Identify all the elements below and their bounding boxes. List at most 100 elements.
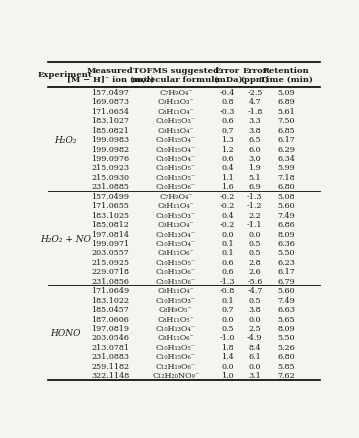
Text: -1.0: -1.0	[220, 334, 235, 342]
Text: Retention
Time (min): Retention Time (min)	[260, 67, 313, 84]
Text: C₉H₁₃O₃⁻: C₉H₁₃O₃⁻	[158, 98, 194, 106]
Text: 6.85: 6.85	[278, 127, 295, 134]
Text: -0.3: -0.3	[220, 108, 235, 116]
Text: 5.85: 5.85	[278, 362, 295, 370]
Text: C₈H₁₁O₅⁻: C₈H₁₁O₅⁻	[157, 315, 194, 323]
Text: -4.7: -4.7	[247, 286, 262, 294]
Text: 0.1: 0.1	[221, 249, 234, 257]
Text: 171.0655: 171.0655	[92, 202, 129, 210]
Text: 0.0: 0.0	[249, 315, 261, 323]
Text: 6.23: 6.23	[277, 258, 295, 266]
Text: 6.36: 6.36	[277, 240, 295, 247]
Text: C₁₂H₁₉O₆⁻: C₁₂H₁₉O₆⁻	[156, 362, 196, 370]
Text: 157.0497: 157.0497	[92, 88, 129, 97]
Text: C₇H₉O₄⁻: C₇H₉O₄⁻	[159, 192, 192, 200]
Text: 6.80: 6.80	[278, 353, 295, 360]
Text: H₂O₂ + NO: H₂O₂ + NO	[40, 234, 91, 243]
Text: C₉H₁₃O₄⁻: C₉H₁₃O₄⁻	[158, 221, 194, 229]
Text: 5.26: 5.26	[278, 343, 295, 351]
Text: 8.09: 8.09	[278, 324, 295, 332]
Text: 2.8: 2.8	[248, 258, 261, 266]
Text: C₁₀H₁₅O₅⁻: C₁₀H₁₅O₅⁻	[156, 258, 196, 266]
Text: 1.0: 1.0	[221, 371, 234, 379]
Text: 199.0983: 199.0983	[91, 136, 130, 144]
Text: -0.2: -0.2	[220, 192, 235, 200]
Text: 0.4: 0.4	[221, 211, 234, 219]
Text: 7.62: 7.62	[278, 371, 295, 379]
Text: 6.0: 6.0	[248, 145, 261, 153]
Text: 5.08: 5.08	[278, 192, 295, 200]
Text: 0.5: 0.5	[249, 249, 261, 257]
Text: 5.50: 5.50	[278, 249, 295, 257]
Text: 1.2: 1.2	[221, 145, 234, 153]
Text: C₁₀H₁₅O₅⁻: C₁₀H₁₅O₅⁻	[156, 173, 196, 181]
Text: 1.6: 1.6	[221, 183, 234, 191]
Text: 185.0821: 185.0821	[92, 127, 129, 134]
Text: 197.0814: 197.0814	[92, 230, 129, 238]
Text: 1.4: 1.4	[221, 353, 234, 360]
Text: -0.2: -0.2	[220, 202, 235, 210]
Text: 7.49: 7.49	[278, 211, 295, 219]
Text: 6.5: 6.5	[248, 136, 261, 144]
Text: 183.1022: 183.1022	[91, 296, 130, 304]
Text: -1.3: -1.3	[247, 192, 263, 200]
Text: 215.0930: 215.0930	[92, 173, 129, 181]
Text: 3.1: 3.1	[248, 371, 261, 379]
Text: 6.29: 6.29	[277, 145, 295, 153]
Text: 5.60: 5.60	[278, 286, 295, 294]
Text: 1.9: 1.9	[248, 164, 261, 172]
Text: 171.0654: 171.0654	[92, 108, 129, 116]
Text: C₁₀H₁₃O₄⁻: C₁₀H₁₃O₄⁻	[156, 230, 196, 238]
Text: 185.0812: 185.0812	[92, 221, 129, 229]
Text: -0.8: -0.8	[220, 286, 235, 294]
Text: -1.3: -1.3	[220, 277, 236, 285]
Text: 1.3: 1.3	[221, 136, 234, 144]
Text: 199.0982: 199.0982	[91, 145, 130, 153]
Text: -4.9: -4.9	[247, 334, 263, 342]
Text: Experiment: Experiment	[38, 71, 93, 79]
Text: 2.6: 2.6	[248, 268, 261, 276]
Text: C₈H₁₁O₄⁻: C₈H₁₁O₄⁻	[158, 108, 194, 116]
Text: -2.5: -2.5	[247, 88, 262, 97]
Text: -0.2: -0.2	[220, 221, 235, 229]
Text: 0.0: 0.0	[249, 230, 261, 238]
Text: 0.6: 0.6	[221, 155, 234, 162]
Text: 7.50: 7.50	[278, 117, 295, 125]
Text: 185.0457: 185.0457	[92, 305, 129, 313]
Text: 6.80: 6.80	[278, 183, 295, 191]
Text: 0.6: 0.6	[221, 258, 234, 266]
Text: 1.8: 1.8	[221, 343, 234, 351]
Text: 3.3: 3.3	[248, 117, 261, 125]
Text: 0.7: 0.7	[222, 127, 234, 134]
Text: 6.9: 6.9	[248, 183, 261, 191]
Text: C₁₀H₁₅O₆⁻: C₁₀H₁₅O₆⁻	[156, 353, 196, 360]
Text: 203.0557: 203.0557	[92, 249, 129, 257]
Text: 187.0606: 187.0606	[92, 315, 129, 323]
Text: C₁₀H₁₅O₃⁻: C₁₀H₁₅O₃⁻	[156, 117, 196, 125]
Text: 2.5: 2.5	[248, 324, 261, 332]
Text: 0.6: 0.6	[221, 268, 234, 276]
Text: 231.0883: 231.0883	[92, 353, 129, 360]
Text: 5.1: 5.1	[248, 173, 261, 181]
Text: -1.2: -1.2	[247, 202, 263, 210]
Text: 7.18: 7.18	[278, 173, 295, 181]
Text: 5.60: 5.60	[278, 202, 295, 210]
Text: 203.0546: 203.0546	[92, 334, 129, 342]
Text: 6.89: 6.89	[278, 98, 295, 106]
Text: TOFMS suggested
molecular formula: TOFMS suggested molecular formula	[132, 67, 220, 84]
Text: 8.09: 8.09	[278, 230, 295, 238]
Text: C₁₀H₁₅O₄⁻: C₁₀H₁₅O₄⁻	[156, 136, 196, 144]
Text: C₁₀H₁₅O₄⁻: C₁₀H₁₅O₄⁻	[156, 145, 196, 153]
Text: 0.7: 0.7	[222, 305, 234, 313]
Text: 213.0781: 213.0781	[92, 343, 129, 351]
Text: C₁₀H₁₅O₆⁻: C₁₀H₁₅O₆⁻	[156, 277, 196, 285]
Text: HONO: HONO	[50, 328, 81, 337]
Text: C₁₀H₁₅O₄⁻: C₁₀H₁₅O₄⁻	[156, 240, 196, 247]
Text: C₈H₁₁O₆⁻: C₈H₁₁O₆⁻	[158, 249, 194, 257]
Text: 7.49: 7.49	[278, 296, 295, 304]
Text: 0.1: 0.1	[221, 240, 234, 247]
Text: 322.1148: 322.1148	[91, 371, 130, 379]
Text: 0.1: 0.1	[221, 296, 234, 304]
Text: C₁₀H₁₅O₆⁻: C₁₀H₁₅O₆⁻	[156, 183, 196, 191]
Text: 169.0873: 169.0873	[92, 98, 129, 106]
